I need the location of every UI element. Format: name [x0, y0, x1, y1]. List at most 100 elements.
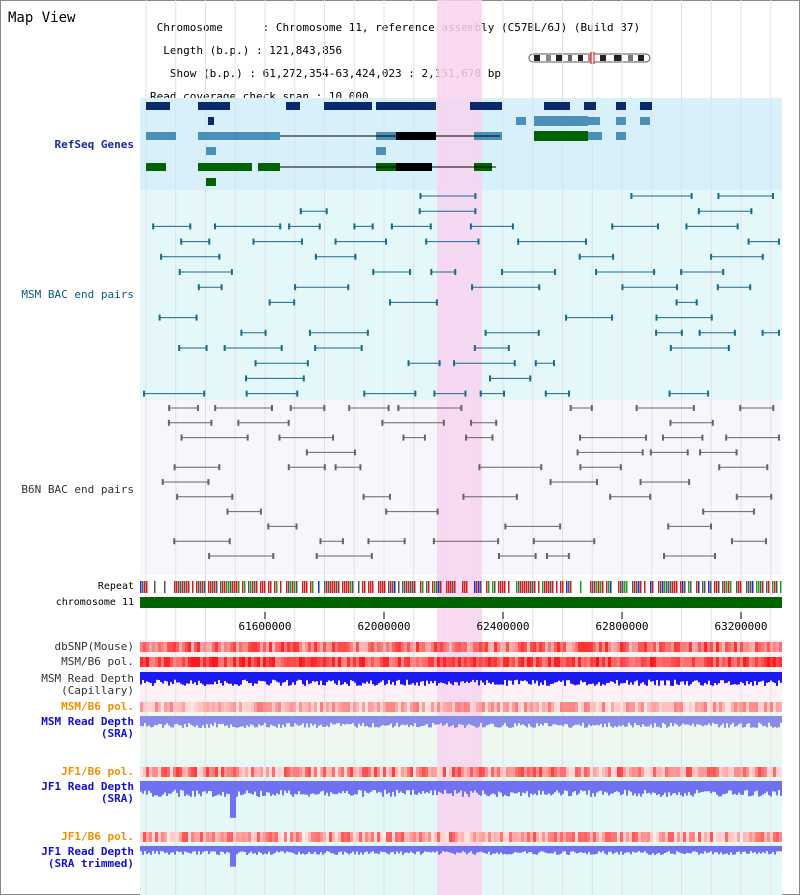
repeat-mark — [372, 581, 374, 593]
chromosome-ideogram[interactable] — [528, 52, 652, 64]
jf1-pol-strip — [629, 767, 632, 777]
jf1-depth-trim-bar — [222, 846, 224, 852]
jf1-depth-trim-bar — [616, 846, 618, 853]
jf1-depth-sra-bar — [418, 781, 420, 793]
msm-pol-strip — [509, 657, 512, 667]
repeat-mark — [566, 581, 568, 593]
dbsnp-strip — [368, 642, 371, 652]
dbsnp-strip — [629, 642, 632, 652]
msm-bac-pair — [655, 314, 658, 321]
jf1-pol-strip-2 — [443, 832, 446, 842]
msm-pol-strip — [305, 657, 308, 667]
genome-plot[interactable] — [140, 0, 782, 895]
msm-pol-strip-2 — [293, 702, 296, 712]
jf1-depth-sra-bar — [340, 781, 342, 794]
jf1-depth-trim-bar — [348, 846, 350, 855]
msm-bac-pair — [418, 208, 421, 215]
jf1-pol-strip-2 — [584, 832, 587, 842]
msm-pol-strip — [530, 657, 533, 667]
msm-pol-strip-2 — [536, 702, 539, 712]
track-label-refseq[interactable]: RefSeq Genes — [54, 138, 134, 151]
msm-depth-sra-bar — [548, 716, 550, 727]
msm-pol-strip-2 — [320, 702, 323, 712]
msm-depth-sra-bar — [546, 716, 548, 724]
jf1-pol-strip — [371, 767, 374, 777]
msm-bac-pair — [205, 345, 208, 351]
repeat-mark — [518, 581, 520, 593]
msm-depth-sra-bar — [252, 716, 254, 726]
dbsnp-strip — [641, 642, 644, 652]
msm-depth-capillary-bar — [236, 672, 238, 685]
jf1-depth-sra-bar — [176, 781, 178, 793]
repeat-mark — [364, 581, 366, 593]
dbsnp-strip — [611, 642, 614, 652]
repeat-mark — [672, 581, 674, 593]
msm-depth-capillary-bar — [764, 672, 766, 686]
jf1-pol-strip-2 — [764, 832, 767, 842]
msm-pol-strip — [167, 657, 170, 667]
msm-depth-sra-bar — [714, 716, 716, 725]
track-label-b6n-bac[interactable]: B6N BAC end pairs — [21, 483, 134, 496]
msm-pol-strip — [329, 657, 332, 667]
jf1-depth-sra-bar — [676, 781, 678, 796]
jf1-depth-sra-bar — [660, 781, 662, 797]
msm-depth-capillary-bar — [422, 672, 424, 681]
msm-pol-strip — [392, 657, 395, 667]
msm-depth-capillary-bar — [280, 672, 282, 686]
msm-depth-capillary-bar — [534, 672, 536, 684]
msm-depth-sra-bar — [370, 716, 372, 728]
msm-pol-strip-2 — [236, 702, 239, 712]
jf1-depth-sra-bar — [272, 781, 274, 795]
jf1-pol-strip-2 — [506, 832, 509, 842]
msm-depth-capillary-bar — [598, 672, 600, 683]
jf1-pol-strip-2 — [269, 832, 272, 842]
jf1-pol-strip — [485, 767, 488, 777]
dbsnp-strip — [653, 642, 656, 652]
msm-depth-capillary-bar — [160, 672, 162, 682]
msm-bac-pair — [178, 345, 181, 351]
jf1-depth-sra-bar — [348, 781, 350, 794]
dbsnp-strip — [431, 642, 434, 652]
msm-pol-strip — [326, 657, 329, 667]
msm-depth-capillary-bar — [552, 672, 554, 684]
jf1-depth-trim-bar — [324, 846, 326, 854]
jf1-depth-trim-bar — [214, 846, 216, 852]
msm-depth-capillary-bar — [570, 672, 572, 684]
msm-pol-strip-2 — [503, 702, 506, 712]
msm-pol-strip — [233, 657, 236, 667]
jf1-depth-trim-bar — [180, 846, 182, 852]
msm-pol-strip-2 — [617, 702, 620, 712]
msm-depth-sra-bar — [616, 716, 618, 728]
msm-depth-sra-bar — [256, 716, 258, 728]
jf1-depth-sra-bar — [770, 781, 772, 797]
jf1-depth-sra-bar — [286, 781, 288, 793]
msm-pol-strip-2 — [737, 702, 740, 712]
msm-pol-strip-2 — [641, 702, 644, 712]
b6n-bac-pair — [772, 405, 775, 411]
msm-depth-sra-bar — [582, 716, 584, 723]
msm-depth-capillary-bar — [440, 672, 442, 683]
msm-pol-strip-2 — [389, 702, 392, 712]
repeat-mark — [344, 581, 346, 593]
jf1-depth-sra-bar — [146, 781, 148, 795]
b6n-bac-pair — [403, 538, 406, 545]
msm-pol-strip — [725, 657, 728, 667]
repeat-mark — [208, 581, 210, 593]
jf1-depth-trim-bar — [432, 846, 434, 852]
msm-pol-strip — [476, 657, 479, 667]
repeat-mark — [516, 581, 518, 593]
msm-depth-capillary-bar — [712, 672, 714, 686]
msm-pol-strip-2 — [179, 702, 182, 712]
msm-pol-strip-2 — [314, 702, 317, 712]
jf1-depth-trim-bar — [662, 846, 664, 855]
msm-pol-strip-2 — [224, 702, 227, 712]
jf1-depth-trim-bar — [296, 846, 298, 855]
msm-depth-capillary-bar — [580, 672, 582, 681]
msm-depth-sra-bar — [226, 716, 228, 726]
msm-depth-capillary-bar — [276, 672, 278, 682]
msm-pol-strip-2 — [248, 702, 251, 712]
msm-pol-strip — [215, 657, 218, 667]
jf1-depth-trim-bar — [522, 846, 524, 852]
b6n-bac-pair — [315, 553, 318, 559]
track-label-msm-bac[interactable]: MSM BAC end pairs — [21, 288, 134, 301]
